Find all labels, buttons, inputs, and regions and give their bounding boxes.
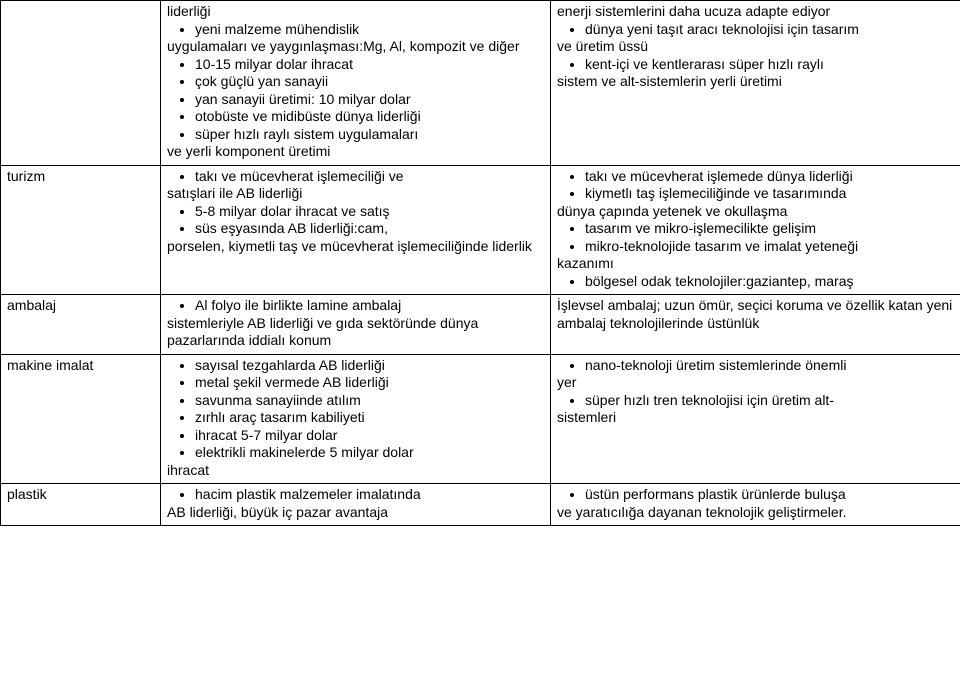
bullet-list: süper hızlı tren teknolojisi için üretim…: [557, 392, 954, 410]
row-col2: Al folyo ile birlikte lamine ambalajsist…: [161, 295, 551, 355]
row-col3: İşlevsel ambalaj; uzun ömür, seçici koru…: [551, 295, 960, 355]
bullet-list: üstün performans plastik ürünlerde buluş…: [557, 486, 954, 504]
table-row: turizmtakı ve mücevherat işlemeciliği ve…: [1, 165, 960, 295]
text-line: uygulamaları ve yaygınlaşması:Mg, Al, ko…: [167, 38, 544, 56]
text-line: yer: [557, 374, 954, 392]
row-label: turizm: [1, 165, 161, 295]
row-label: plastik: [1, 484, 161, 526]
text-line: sistemleriyle AB liderliği ve gıda sektö…: [167, 315, 544, 350]
text-line: ve yerli komponent üretimi: [167, 143, 544, 161]
bullet-item: metal şekil vermede AB liderliği: [195, 374, 544, 392]
bullet-item: 10-15 milyar dolar ihracat: [195, 56, 544, 74]
bullet-list: 5-8 milyar dolar ihracat ve satışsüs eşy…: [167, 203, 544, 238]
bullet-list: yeni malzeme mühendislik: [167, 21, 544, 39]
table-row: ambalajAl folyo ile birlikte lamine amba…: [1, 295, 960, 355]
bullet-item: tasarım ve mikro-işlemecilikte gelişim: [585, 220, 954, 238]
bullet-list: hacim plastik malzemeler imalatında: [167, 486, 544, 504]
bullet-item: mikro-teknolojide tasarım ve imalat yete…: [585, 238, 954, 256]
bullet-list: kent-içi ve kentlerarası süper hızlı ray…: [557, 56, 954, 74]
row-col3: nano-teknoloji üretim sistemlerinde önem…: [551, 354, 960, 484]
bullet-item: süper hızlı raylı sistem uygulamaları: [195, 126, 544, 144]
bullet-item: kiymetlı taş işlemeciliğinde ve tasarımı…: [585, 185, 954, 203]
bullet-item: yan sanayii üretimi: 10 milyar dolar: [195, 91, 544, 109]
bullet-item: kent-içi ve kentlerarası süper hızlı ray…: [585, 56, 954, 74]
text-line: İşlevsel ambalaj; uzun ömür, seçici koru…: [557, 297, 954, 332]
bullet-item: otobüste ve midibüste dünya liderliği: [195, 108, 544, 126]
text-line: dünya çapında yetenek ve okullaşma: [557, 203, 954, 221]
text-line: ve yaratıcılığa dayanan teknolojik geliş…: [557, 504, 954, 522]
text-line: liderliği: [167, 3, 544, 21]
bullet-item: 5-8 milyar dolar ihracat ve satış: [195, 203, 544, 221]
bullet-list: dünya yeni taşıt aracı teknolojisi için …: [557, 21, 954, 39]
text-line: ihracat: [167, 462, 544, 480]
text-line: sistem ve alt-sistemlerin yerli üretimi: [557, 73, 954, 91]
content-table: liderliğiyeni malzeme mühendislikuygulam…: [0, 0, 960, 526]
row-col2: hacim plastik malzemeler imalatındaAB li…: [161, 484, 551, 526]
bullet-list: nano-teknoloji üretim sistemlerinde önem…: [557, 357, 954, 375]
bullet-item: takı ve mücevherat işlemeciliği ve: [195, 168, 544, 186]
text-line: kazanımı: [557, 255, 954, 273]
text-line: AB liderliği, büyük iç pazar avantaja: [167, 504, 544, 522]
text-line: sistemleri: [557, 409, 954, 427]
table-row: plastikhacim plastik malzemeler imalatın…: [1, 484, 960, 526]
bullet-item: elektrikli makinelerde 5 milyar dolar: [195, 444, 544, 462]
bullet-list: tasarım ve mikro-işlemecilikte gelişimmi…: [557, 220, 954, 255]
bullet-item: süper hızlı tren teknolojisi için üretim…: [585, 392, 954, 410]
bullet-item: süs eşyasında AB liderliği:cam,: [195, 220, 544, 238]
text-line: ve üretim üssü: [557, 38, 954, 56]
row-col3: üstün performans plastik ürünlerde buluş…: [551, 484, 960, 526]
bullet-item: nano-teknoloji üretim sistemlerinde önem…: [585, 357, 954, 375]
table-row: liderliğiyeni malzeme mühendislikuygulam…: [1, 1, 960, 166]
row-col3: enerji sistemlerini daha ucuza adapte ed…: [551, 1, 960, 166]
row-col3: takı ve mücevherat işlemede dünya liderl…: [551, 165, 960, 295]
bullet-item: yeni malzeme mühendislik: [195, 21, 544, 39]
bullet-list: sayısal tezgahlarda AB liderliğimetal şe…: [167, 357, 544, 462]
bullet-item: bölgesel odak teknolojiler:gaziantep, ma…: [585, 273, 954, 291]
text-line: satışlari ile AB liderliği: [167, 185, 544, 203]
bullet-list: takı ve mücevherat işlemeciliği ve: [167, 168, 544, 186]
bullet-item: sayısal tezgahlarda AB liderliği: [195, 357, 544, 375]
bullet-item: hacim plastik malzemeler imalatında: [195, 486, 544, 504]
row-label: ambalaj: [1, 295, 161, 355]
text-line: enerji sistemlerini daha ucuza adapte ed…: [557, 3, 954, 21]
row-label: [1, 1, 161, 166]
row-col2: sayısal tezgahlarda AB liderliğimetal şe…: [161, 354, 551, 484]
text-line: porselen, kiymetli taş ve mücevherat işl…: [167, 238, 544, 256]
bullet-item: ihracat 5-7 milyar dolar: [195, 427, 544, 445]
bullet-item: zırhlı araç tasarım kabiliyeti: [195, 409, 544, 427]
bullet-list: takı ve mücevherat işlemede dünya liderl…: [557, 168, 954, 203]
bullet-list: Al folyo ile birlikte lamine ambalaj: [167, 297, 544, 315]
bullet-item: takı ve mücevherat işlemede dünya liderl…: [585, 168, 954, 186]
bullet-item: Al folyo ile birlikte lamine ambalaj: [195, 297, 544, 315]
row-col2: liderliğiyeni malzeme mühendislikuygulam…: [161, 1, 551, 166]
table-row: makine imalatsayısal tezgahlarda AB lide…: [1, 354, 960, 484]
row-label: makine imalat: [1, 354, 161, 484]
bullet-item: dünya yeni taşıt aracı teknolojisi için …: [585, 21, 954, 39]
bullet-list: 10-15 milyar dolar ihracatçok güçlü yan …: [167, 56, 544, 144]
bullet-item: savunma sanayiinde atılım: [195, 392, 544, 410]
row-col2: takı ve mücevherat işlemeciliği vesatışl…: [161, 165, 551, 295]
bullet-list: bölgesel odak teknolojiler:gaziantep, ma…: [557, 273, 954, 291]
bullet-item: üstün performans plastik ürünlerde buluş…: [585, 486, 954, 504]
bullet-item: çok güçlü yan sanayii: [195, 73, 544, 91]
